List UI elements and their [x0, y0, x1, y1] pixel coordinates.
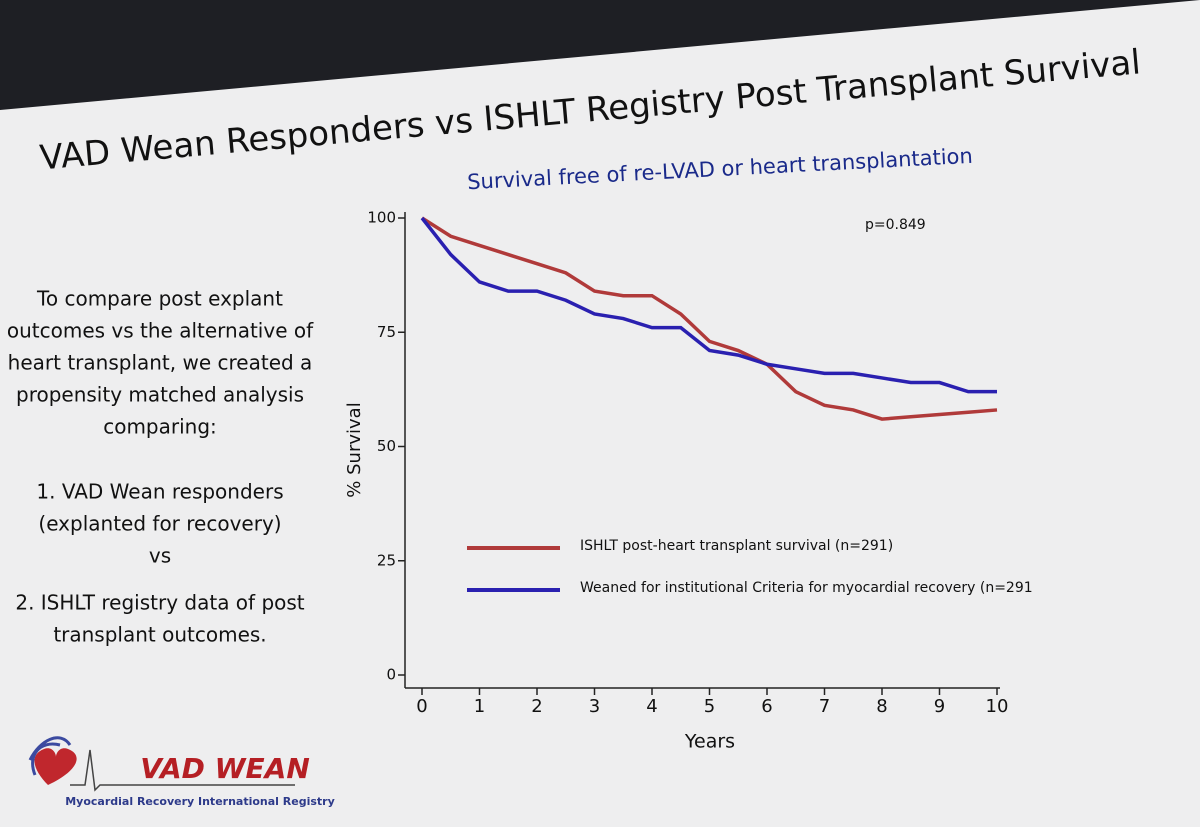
body-line: comparing:: [103, 415, 217, 439]
y-tick-label: 50: [377, 437, 396, 455]
legend-label: ISHLT post-heart transplant survival (n=…: [580, 538, 893, 554]
series-line: [420, 216, 997, 394]
body-line: heart transplant, we created a: [8, 351, 313, 375]
x-axis-label: Years: [684, 731, 735, 753]
x-tick-label: 7: [819, 696, 830, 717]
x-tick-label: 10: [986, 696, 1009, 717]
x-tick-label: 1: [474, 696, 485, 717]
x-tick-label: 3: [589, 696, 600, 717]
x-tick-label: 2: [531, 696, 542, 717]
x-tick-label: 6: [761, 696, 772, 717]
body-line: 2. ISHLT registry data of post: [15, 591, 304, 615]
body-text: To compare post explant outcomes vs the a…: [7, 287, 314, 647]
body-line: outcomes vs the alternative of: [7, 319, 314, 343]
body-line: vs: [149, 544, 171, 568]
series-line: [421, 216, 998, 421]
x-tick-label: 0: [416, 696, 427, 717]
legend-label: Weaned for institutional Criteria for my…: [580, 580, 1033, 596]
y-tick-label: 0: [386, 666, 396, 684]
x-tick-label: 4: [646, 696, 657, 717]
logo-tagline: Myocardial Recovery International Regist…: [65, 795, 335, 808]
x-tick-label: 5: [704, 696, 715, 717]
body-line: 1. VAD Wean responders: [36, 480, 283, 504]
body-line: (explanted for recovery): [38, 512, 281, 536]
x-tick-label: 9: [934, 696, 945, 717]
y-axis-label: % Survival: [344, 402, 365, 497]
logo-pulse: [70, 749, 295, 792]
logo-bird: [28, 736, 72, 776]
body-line: To compare post explant: [36, 287, 283, 311]
logo-heart: [34, 748, 77, 785]
body-line: transplant outcomes.: [53, 623, 266, 647]
body-line: propensity matched analysis: [16, 383, 304, 407]
y-tick-label: 25: [377, 551, 396, 569]
logo-name: VAD WEAN: [140, 752, 310, 785]
y-tick-label: 75: [377, 323, 396, 341]
annotation: p=0.849: [865, 217, 926, 233]
y-tick-label: 100: [367, 209, 396, 227]
x-tick-label: 8: [876, 696, 887, 717]
